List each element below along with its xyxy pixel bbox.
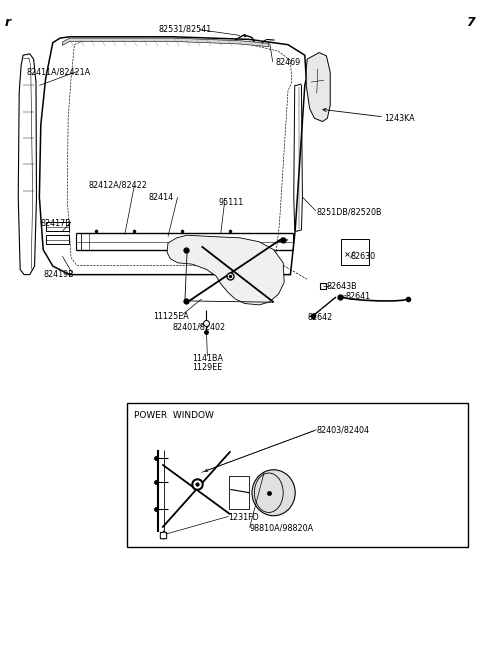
Text: 82469: 82469 (276, 58, 301, 67)
Polygon shape (62, 38, 269, 47)
Polygon shape (306, 53, 330, 122)
Text: 11125EA: 11125EA (154, 311, 189, 321)
Text: 82401/82402: 82401/82402 (173, 323, 226, 332)
Text: 82403/82404: 82403/82404 (317, 426, 370, 435)
Bar (127, 403, 468, 547)
Ellipse shape (252, 470, 295, 516)
Text: 82417B: 82417B (41, 219, 72, 228)
Text: 1243KA: 1243KA (384, 114, 415, 123)
Text: 82531/82541: 82531/82541 (158, 24, 212, 34)
Text: r: r (5, 16, 11, 29)
Text: 98810A/98820A: 98810A/98820A (250, 524, 314, 533)
Text: 95111: 95111 (218, 198, 244, 207)
Bar (46, 235, 69, 244)
Text: 82630: 82630 (350, 252, 375, 261)
Bar (46, 222, 69, 231)
Polygon shape (167, 235, 284, 305)
Text: 1141BA: 1141BA (192, 353, 223, 363)
Text: 7: 7 (467, 16, 475, 29)
Bar (341, 239, 369, 265)
Text: 82642: 82642 (307, 313, 333, 322)
Bar (229, 476, 249, 509)
Text: 1231FD: 1231FD (228, 512, 259, 522)
Text: 82641: 82641 (346, 292, 371, 301)
Text: POWER  WINDOW: POWER WINDOW (134, 411, 214, 420)
Text: 82419B: 82419B (43, 270, 74, 279)
Text: 1129EE: 1129EE (192, 363, 222, 373)
Text: 82414: 82414 (149, 193, 174, 202)
Text: 8251DB/82520B: 8251DB/82520B (317, 207, 382, 216)
Text: 82643B: 82643B (326, 282, 357, 291)
Text: 82412A/82422: 82412A/82422 (89, 181, 148, 190)
Text: 82411A/82421A: 82411A/82421A (26, 68, 91, 77)
